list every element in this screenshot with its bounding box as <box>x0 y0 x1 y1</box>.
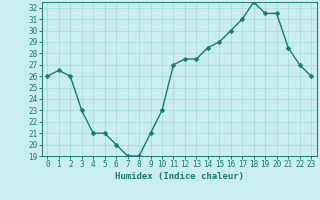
X-axis label: Humidex (Indice chaleur): Humidex (Indice chaleur) <box>115 172 244 181</box>
